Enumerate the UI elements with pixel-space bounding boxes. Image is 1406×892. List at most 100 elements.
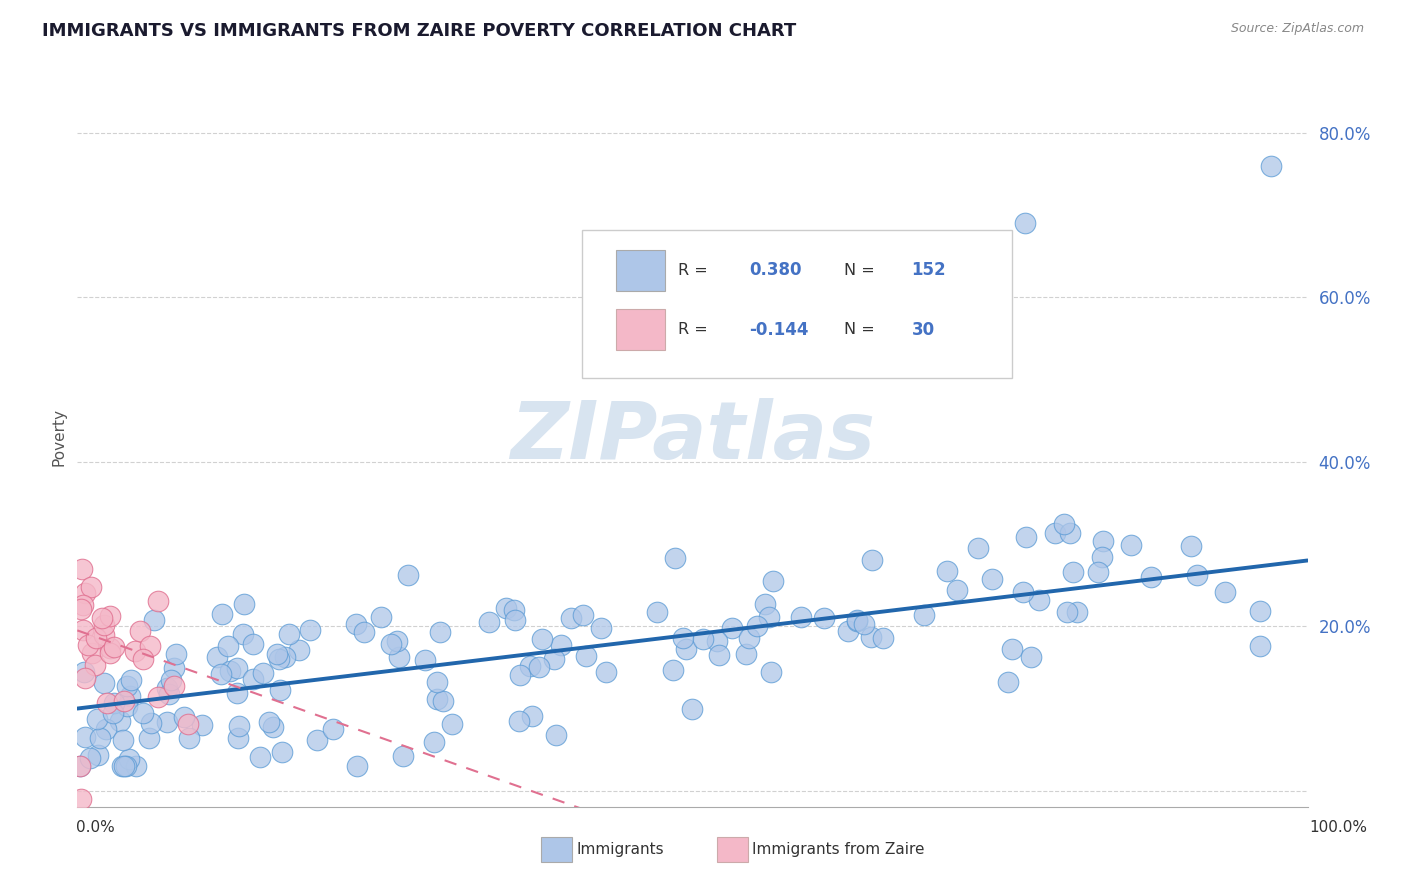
Point xyxy=(132,652,155,666)
Point xyxy=(706,634,728,648)
Point xyxy=(1066,605,1088,619)
Point xyxy=(305,732,328,747)
Point xyxy=(853,617,876,632)
Point xyxy=(124,644,146,658)
Point xyxy=(94,722,117,736)
Point xyxy=(225,661,247,675)
Point xyxy=(530,632,553,646)
Point xyxy=(72,623,94,637)
Text: 0.380: 0.380 xyxy=(749,261,801,279)
Point xyxy=(112,694,135,708)
Point xyxy=(1000,642,1022,657)
Point xyxy=(935,564,957,578)
Point xyxy=(1056,605,1078,619)
Point xyxy=(288,643,311,657)
Point xyxy=(228,719,250,733)
Point xyxy=(1059,525,1081,540)
Point xyxy=(422,735,444,749)
Point xyxy=(163,679,186,693)
Point xyxy=(415,653,437,667)
Point xyxy=(278,626,301,640)
Point xyxy=(146,690,169,705)
Point xyxy=(544,728,567,742)
Point xyxy=(737,631,759,645)
Point xyxy=(707,648,730,662)
Point xyxy=(370,609,392,624)
Point xyxy=(509,668,531,682)
Point xyxy=(98,640,121,655)
Point xyxy=(191,718,214,732)
Point xyxy=(132,706,155,720)
Point xyxy=(872,631,894,645)
Point xyxy=(262,720,284,734)
Point xyxy=(259,715,281,730)
Point xyxy=(344,616,367,631)
Point xyxy=(837,624,859,639)
Point xyxy=(1015,530,1038,544)
Point xyxy=(177,716,200,731)
Point xyxy=(495,601,517,615)
Point xyxy=(242,672,264,686)
Point xyxy=(503,613,526,627)
Text: 100.0%: 100.0% xyxy=(1309,821,1368,835)
Text: 152: 152 xyxy=(911,261,946,279)
Point xyxy=(173,710,195,724)
Point xyxy=(110,714,132,728)
Point xyxy=(520,708,543,723)
Point xyxy=(387,634,409,648)
Point xyxy=(156,681,179,696)
Point xyxy=(966,541,988,556)
Point xyxy=(93,676,115,690)
Point xyxy=(138,731,160,746)
Point xyxy=(103,640,125,654)
Point xyxy=(790,610,813,624)
Point xyxy=(664,550,686,565)
Point xyxy=(143,613,166,627)
Point xyxy=(662,664,685,678)
Point xyxy=(846,613,869,627)
Text: Immigrants from Zaire: Immigrants from Zaire xyxy=(752,842,925,856)
Point xyxy=(84,631,107,645)
Point xyxy=(527,660,550,674)
Point xyxy=(1213,584,1236,599)
Point xyxy=(1019,650,1042,665)
Point xyxy=(1014,216,1036,230)
Text: R =: R = xyxy=(678,263,707,278)
Text: Source: ZipAtlas.com: Source: ZipAtlas.com xyxy=(1230,22,1364,36)
Point xyxy=(692,632,714,646)
Point xyxy=(93,617,115,632)
Point xyxy=(89,731,111,745)
Point xyxy=(120,690,142,704)
Point xyxy=(141,715,163,730)
Point xyxy=(575,649,598,664)
Point xyxy=(1139,569,1161,583)
Point xyxy=(125,759,148,773)
Point xyxy=(69,759,91,773)
Point xyxy=(396,568,419,582)
Point xyxy=(720,621,742,635)
Point xyxy=(672,631,695,645)
Point xyxy=(75,671,97,685)
Point xyxy=(79,750,101,764)
Point xyxy=(754,597,776,611)
Point xyxy=(353,624,375,639)
Point xyxy=(70,562,93,576)
Point xyxy=(73,665,96,680)
Point xyxy=(503,603,526,617)
Point xyxy=(1062,565,1084,579)
Text: -0.144: -0.144 xyxy=(749,321,808,339)
Point xyxy=(1052,516,1074,531)
Point xyxy=(508,714,530,728)
Point xyxy=(84,658,107,673)
Point xyxy=(120,673,142,687)
Point xyxy=(73,586,96,600)
Point xyxy=(115,699,138,714)
Point xyxy=(205,650,228,665)
Point xyxy=(761,665,783,679)
Point xyxy=(111,759,134,773)
Point xyxy=(157,686,180,700)
Point xyxy=(70,792,93,806)
Point xyxy=(252,665,274,680)
Point xyxy=(745,619,768,633)
Point xyxy=(162,661,184,675)
